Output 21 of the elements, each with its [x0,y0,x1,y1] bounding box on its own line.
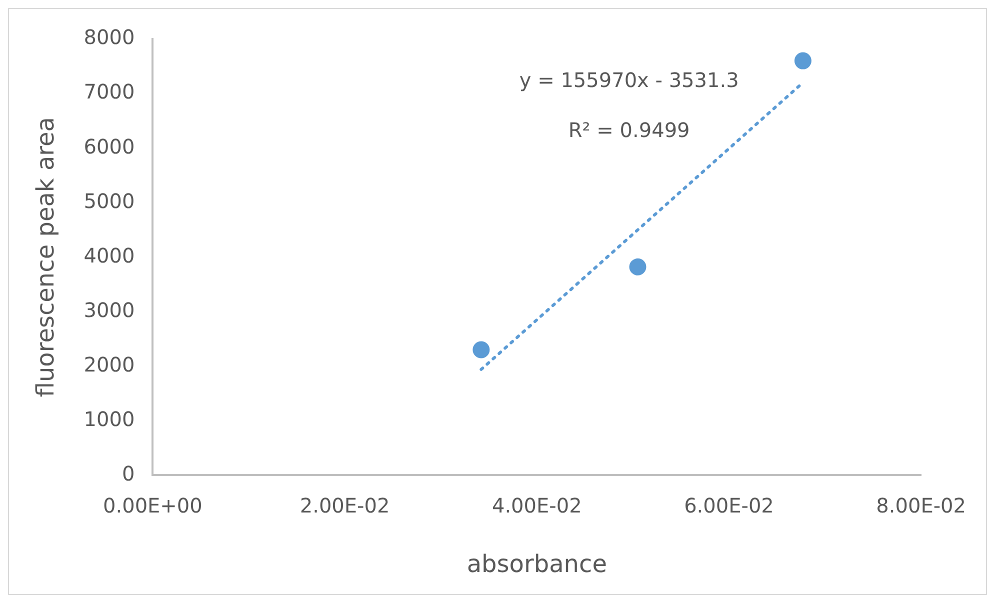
y-tick-label: 2000 [84,352,135,376]
y-tick-label: 1000 [84,406,135,431]
x-tick-label: 2.00E-02 [300,493,390,518]
y-tick-label: 7000 [84,80,135,104]
y-axis-title: fluorescence peak area [32,117,60,398]
x-axis-title: absorbance [466,550,607,578]
point [472,341,490,358]
x-tick-label: 4.00E-02 [492,493,582,518]
y-tick-label: 5000 [84,188,135,213]
y-tick-label: 8000 [84,25,135,50]
x-tick-label: 8.00E-02 [876,493,966,518]
y-tick-label: 0 [122,461,135,486]
point [629,258,646,276]
y-tick-label: 4000 [84,243,135,268]
annotation: y = 155970x - 3531.3 [519,68,739,92]
y-tick-label: 3000 [84,298,135,322]
point [794,52,812,70]
y-tick-label: 6000 [84,134,135,158]
x-tick-label: 0.00E+00 [103,493,202,518]
annotation: R² = 0.9499 [568,118,690,142]
x-tick-label: 6.00E-02 [684,493,774,518]
